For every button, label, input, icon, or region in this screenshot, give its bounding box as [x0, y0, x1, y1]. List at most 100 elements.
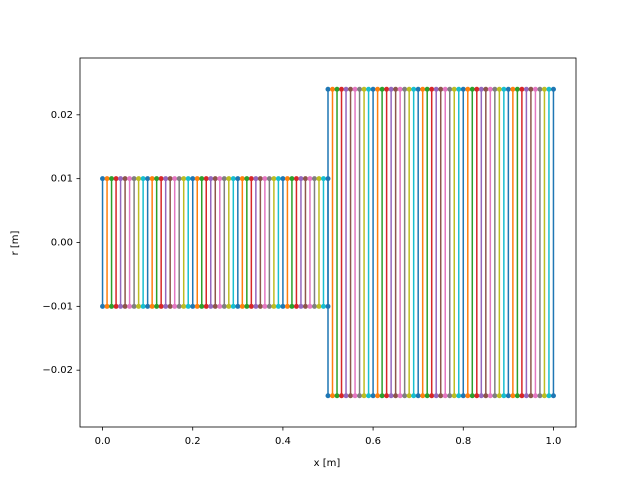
x-tick-label: 0.6: [365, 436, 381, 447]
point: [519, 393, 525, 399]
point: [348, 393, 354, 399]
point: [393, 393, 399, 399]
point: [510, 393, 516, 399]
point: [235, 303, 241, 309]
point: [460, 393, 466, 399]
point: [100, 176, 106, 182]
point: [433, 86, 439, 92]
point: [131, 176, 137, 182]
point: [181, 303, 187, 309]
point: [330, 393, 336, 399]
point: [289, 303, 295, 309]
point: [388, 86, 394, 92]
point: [172, 176, 178, 182]
point: [397, 393, 403, 399]
point: [230, 176, 236, 182]
point: [167, 303, 173, 309]
point: [100, 303, 106, 309]
point: [136, 176, 142, 182]
point: [361, 86, 367, 92]
point: [226, 176, 232, 182]
point: [442, 86, 448, 92]
point: [266, 303, 272, 309]
point: [370, 393, 376, 399]
point: [375, 393, 381, 399]
point: [140, 176, 146, 182]
point: [149, 303, 155, 309]
point: [199, 176, 205, 182]
point: [239, 176, 245, 182]
point: [104, 176, 110, 182]
point: [271, 176, 277, 182]
point: [429, 86, 435, 92]
point: [541, 393, 547, 399]
point: [118, 303, 124, 309]
point: [505, 393, 511, 399]
point: [298, 176, 304, 182]
point: [330, 86, 336, 92]
point: [280, 303, 286, 309]
point: [465, 393, 471, 399]
point: [208, 303, 214, 309]
point: [185, 303, 191, 309]
point: [451, 393, 457, 399]
point: [320, 176, 326, 182]
point: [271, 303, 277, 309]
point: [199, 303, 205, 309]
point: [109, 176, 115, 182]
point: [163, 303, 169, 309]
point: [167, 176, 173, 182]
y-tick-label: 0.00: [51, 238, 73, 249]
point: [541, 86, 547, 92]
point: [384, 393, 390, 399]
point: [474, 86, 480, 92]
y-tick-label: −0.01: [42, 301, 73, 312]
point: [158, 176, 164, 182]
point: [257, 303, 263, 309]
point: [510, 86, 516, 92]
point: [145, 176, 151, 182]
point: [469, 86, 475, 92]
point: [194, 176, 200, 182]
point: [420, 393, 426, 399]
point: [122, 303, 128, 309]
x-tick-label: 1.0: [546, 436, 562, 447]
point: [280, 176, 286, 182]
y-tick-label: 0.01: [51, 174, 73, 185]
point: [384, 86, 390, 92]
point: [514, 393, 520, 399]
point: [496, 86, 502, 92]
point: [361, 393, 367, 399]
point: [149, 176, 155, 182]
point: [109, 303, 115, 309]
point: [438, 86, 444, 92]
point: [478, 86, 484, 92]
point: [253, 303, 259, 309]
point: [262, 303, 268, 309]
x-tick-label: 0.4: [275, 436, 291, 447]
point: [402, 393, 408, 399]
point: [122, 176, 128, 182]
point: [140, 303, 146, 309]
point: [424, 86, 430, 92]
point: [352, 393, 358, 399]
point: [275, 176, 281, 182]
x-axis-label: x [m]: [314, 458, 341, 469]
point: [293, 303, 299, 309]
point: [320, 303, 326, 309]
point: [415, 393, 421, 399]
point: [194, 303, 200, 309]
point: [456, 393, 462, 399]
point: [266, 176, 272, 182]
point: [163, 176, 169, 182]
point: [370, 86, 376, 92]
point: [546, 86, 552, 92]
point: [244, 303, 250, 309]
point: [113, 303, 119, 309]
point: [343, 86, 349, 92]
x-tick-label: 0.0: [95, 436, 111, 447]
point: [302, 303, 308, 309]
y-tick-label: −0.02: [42, 365, 73, 376]
point: [460, 86, 466, 92]
